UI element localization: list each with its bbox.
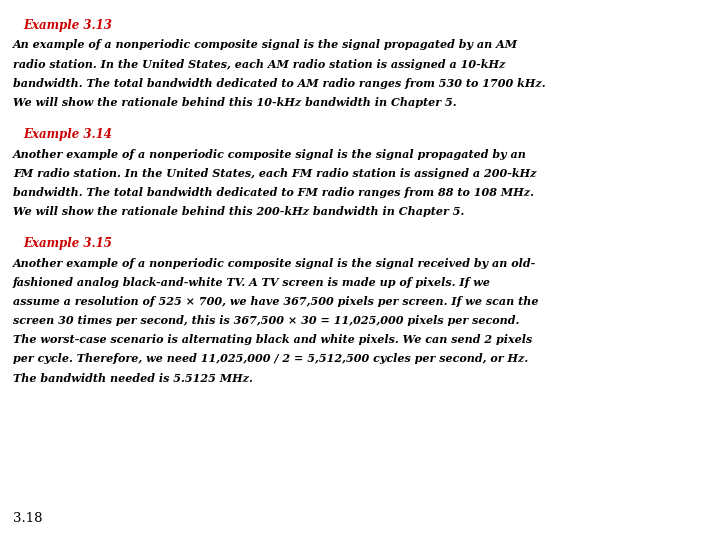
Text: fashioned analog black-and-white TV. A TV screen is made up of pixels. If we: fashioned analog black-and-white TV. A T…	[13, 276, 491, 288]
Text: per cycle. Therefore, we need 11,025,000 / 2 = 5,512,500 cycles per second, or H: per cycle. Therefore, we need 11,025,000…	[13, 353, 528, 365]
Text: The worst-case scenario is alternating black and white pixels. We can send 2 pix: The worst-case scenario is alternating b…	[13, 334, 532, 345]
Text: An example of a nonperiodic composite signal is the signal propagated by an AM: An example of a nonperiodic composite si…	[13, 39, 518, 50]
Text: assume a resolution of 525 × 700, we have 367,500 pixels per screen. If we scan : assume a resolution of 525 × 700, we hav…	[13, 296, 539, 307]
Text: screen 30 times per second, this is 367,500 × 30 = 11,025,000 pixels per second.: screen 30 times per second, this is 367,…	[13, 315, 519, 326]
Text: We will show the rationale behind this 10-kHz bandwidth in Chapter 5.: We will show the rationale behind this 1…	[13, 97, 456, 108]
Text: Example 3.14: Example 3.14	[24, 128, 112, 141]
Text: bandwidth. The total bandwidth dedicated to AM radio ranges from 530 to 1700 kHz: bandwidth. The total bandwidth dedicated…	[13, 78, 546, 89]
Text: radio station. In the United States, each AM radio station is assigned a 10-kHz: radio station. In the United States, eac…	[13, 59, 505, 70]
Text: The bandwidth needed is 5.5125 MHz.: The bandwidth needed is 5.5125 MHz.	[13, 373, 253, 383]
Text: Another example of a nonperiodic composite signal is the signal propagated by an: Another example of a nonperiodic composi…	[13, 148, 527, 159]
Text: Another example of a nonperiodic composite signal is the signal received by an o: Another example of a nonperiodic composi…	[13, 258, 536, 268]
Text: Example 3.13: Example 3.13	[24, 19, 112, 32]
Text: We will show the rationale behind this 200-kHz bandwidth in Chapter 5.: We will show the rationale behind this 2…	[13, 206, 464, 217]
Text: Example 3.15: Example 3.15	[24, 237, 112, 250]
Text: FM radio station. In the United States, each FM radio station is assigned a 200-: FM radio station. In the United States, …	[13, 167, 536, 179]
Text: 3.18: 3.18	[13, 512, 42, 525]
Text: bandwidth. The total bandwidth dedicated to FM radio ranges from 88 to 108 MHz.: bandwidth. The total bandwidth dedicated…	[13, 187, 534, 198]
